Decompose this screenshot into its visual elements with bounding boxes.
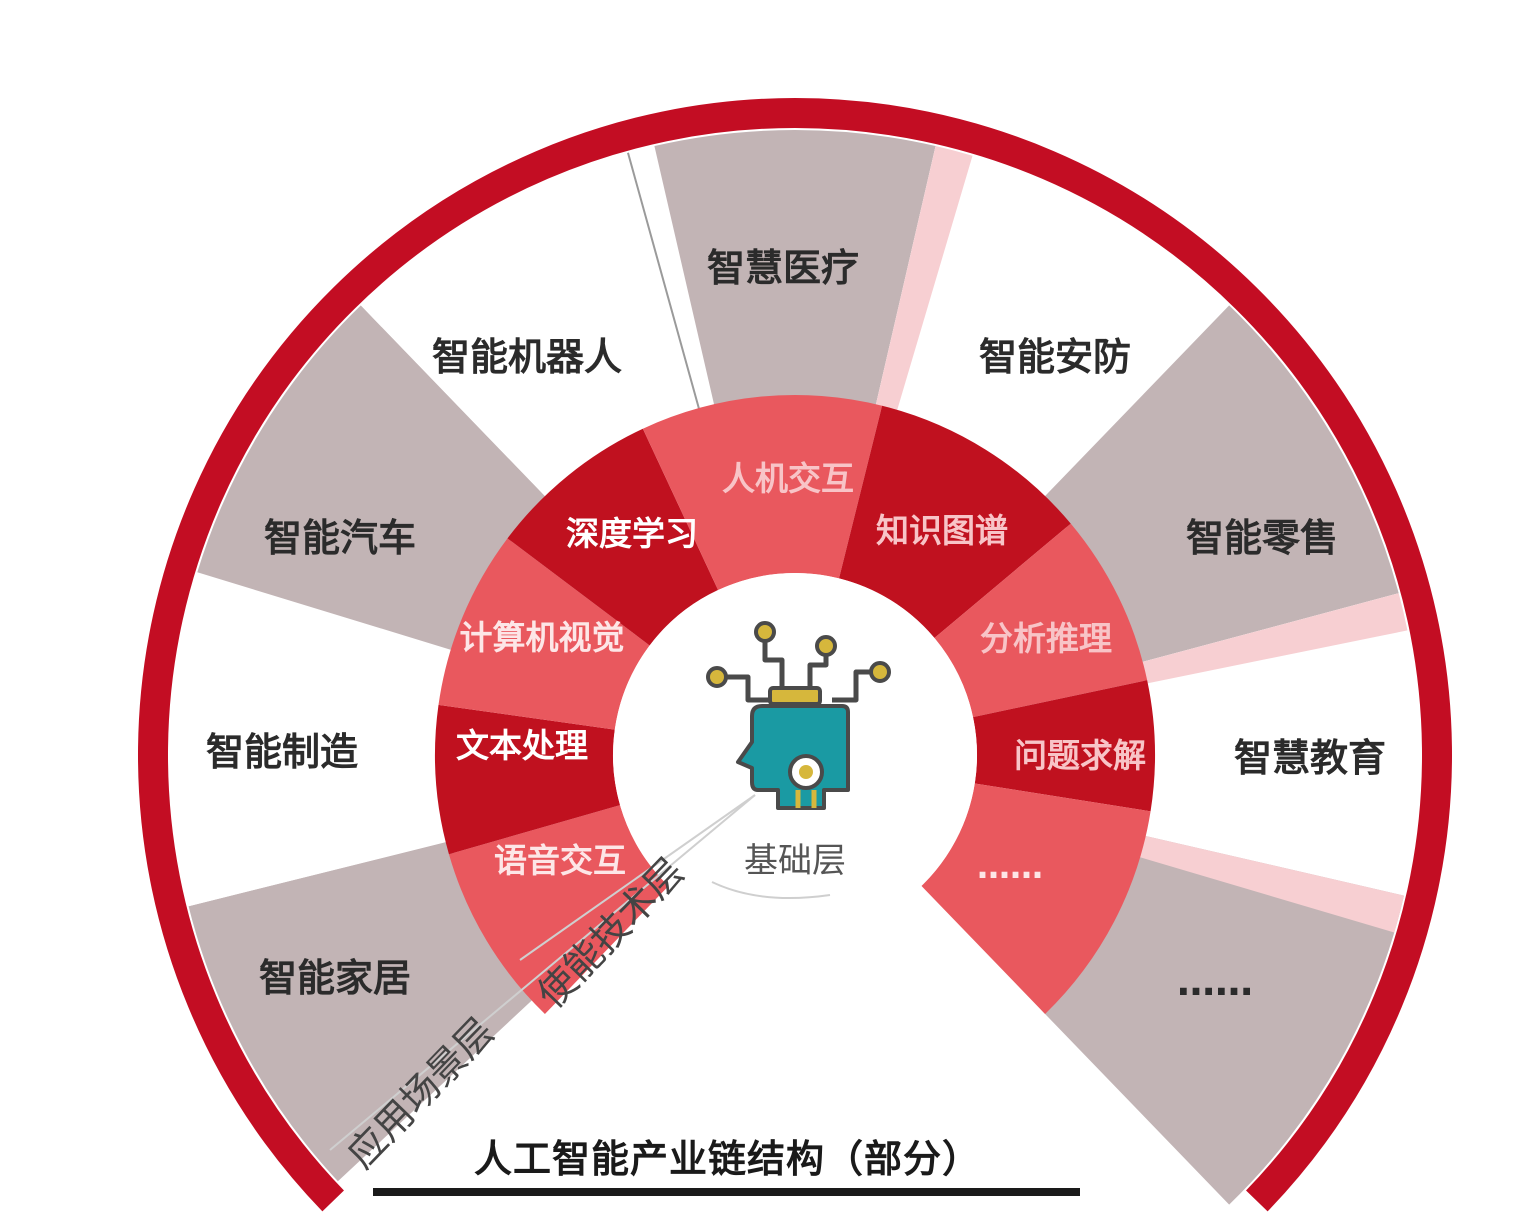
ai-head-circuit-icon (706, 621, 891, 810)
app-sector-security (874, 146, 1230, 500)
app-sector-home (188, 840, 536, 1182)
tech-sector-more (921, 783, 1151, 1014)
tech-label-hci: 人机交互 (722, 459, 854, 498)
app-sector-medical (654, 130, 936, 410)
tech-label-deep-learning: 深度学习 (566, 514, 698, 553)
tech-label-problem-solving: 问题求解 (1014, 736, 1146, 775)
outer-rim (138, 98, 1452, 1212)
foundation-center: 基础层 (613, 573, 977, 937)
accent-stripe (1135, 834, 1404, 933)
tech-sector-reasoning (934, 523, 1148, 718)
accent-stripe (1137, 593, 1408, 685)
app-sector-more (1041, 834, 1404, 1205)
app-label-more: …… (1177, 960, 1253, 1004)
tech-label-text: 文本处理 (456, 726, 588, 765)
tech-label-reasoning: 分析推理 (980, 619, 1112, 658)
app-label-home: 智能家居 (259, 956, 411, 1000)
accent-stripe (874, 146, 973, 415)
outer-red-rim (138, 98, 1452, 1212)
tech-label-more: …… (977, 847, 1043, 886)
tech-sector-knowledge-graph (839, 405, 1071, 639)
diagram-title: 人工智能产业链结构（部分） (473, 1137, 981, 1181)
tech-sector-vision (438, 538, 650, 730)
tech-label-voice: 语音交互 (494, 841, 626, 880)
tech-sector-problem-solving (973, 680, 1155, 812)
tech-sector-voice (448, 805, 669, 1014)
app-label-retail: 智能零售 (1186, 516, 1338, 560)
tech-label-vision: 计算机视觉 (460, 618, 625, 657)
tech-label-knowledge-graph: 知识图谱 (876, 511, 1008, 550)
app-label-medical: 智慧医疗 (707, 246, 859, 290)
app-label-education: 智慧教育 (1234, 736, 1386, 780)
app-sector-robot (360, 146, 716, 500)
app-label-manufacturing: 智能制造 (206, 730, 358, 774)
app-sector-auto (197, 305, 549, 652)
app-sector-manufacturing (170, 572, 456, 907)
foundation-arc (711, 881, 831, 899)
layer-pointer-line (329, 794, 756, 1151)
foundation-layer-label: 基础层 (744, 841, 846, 881)
title-underline (373, 1188, 1080, 1196)
app-sector-retail (1041, 305, 1399, 664)
sector-divider (627, 152, 702, 414)
tech-sector-text (435, 704, 621, 855)
tech-sector-hci (642, 395, 883, 591)
app-label-security: 智能安防 (979, 335, 1131, 379)
app-label-auto: 智能汽车 (264, 516, 416, 560)
app-label-robot: 智能机器人 (432, 335, 622, 379)
tech-sector-deep-learning (507, 428, 719, 646)
layer-pointer-line (519, 794, 756, 961)
